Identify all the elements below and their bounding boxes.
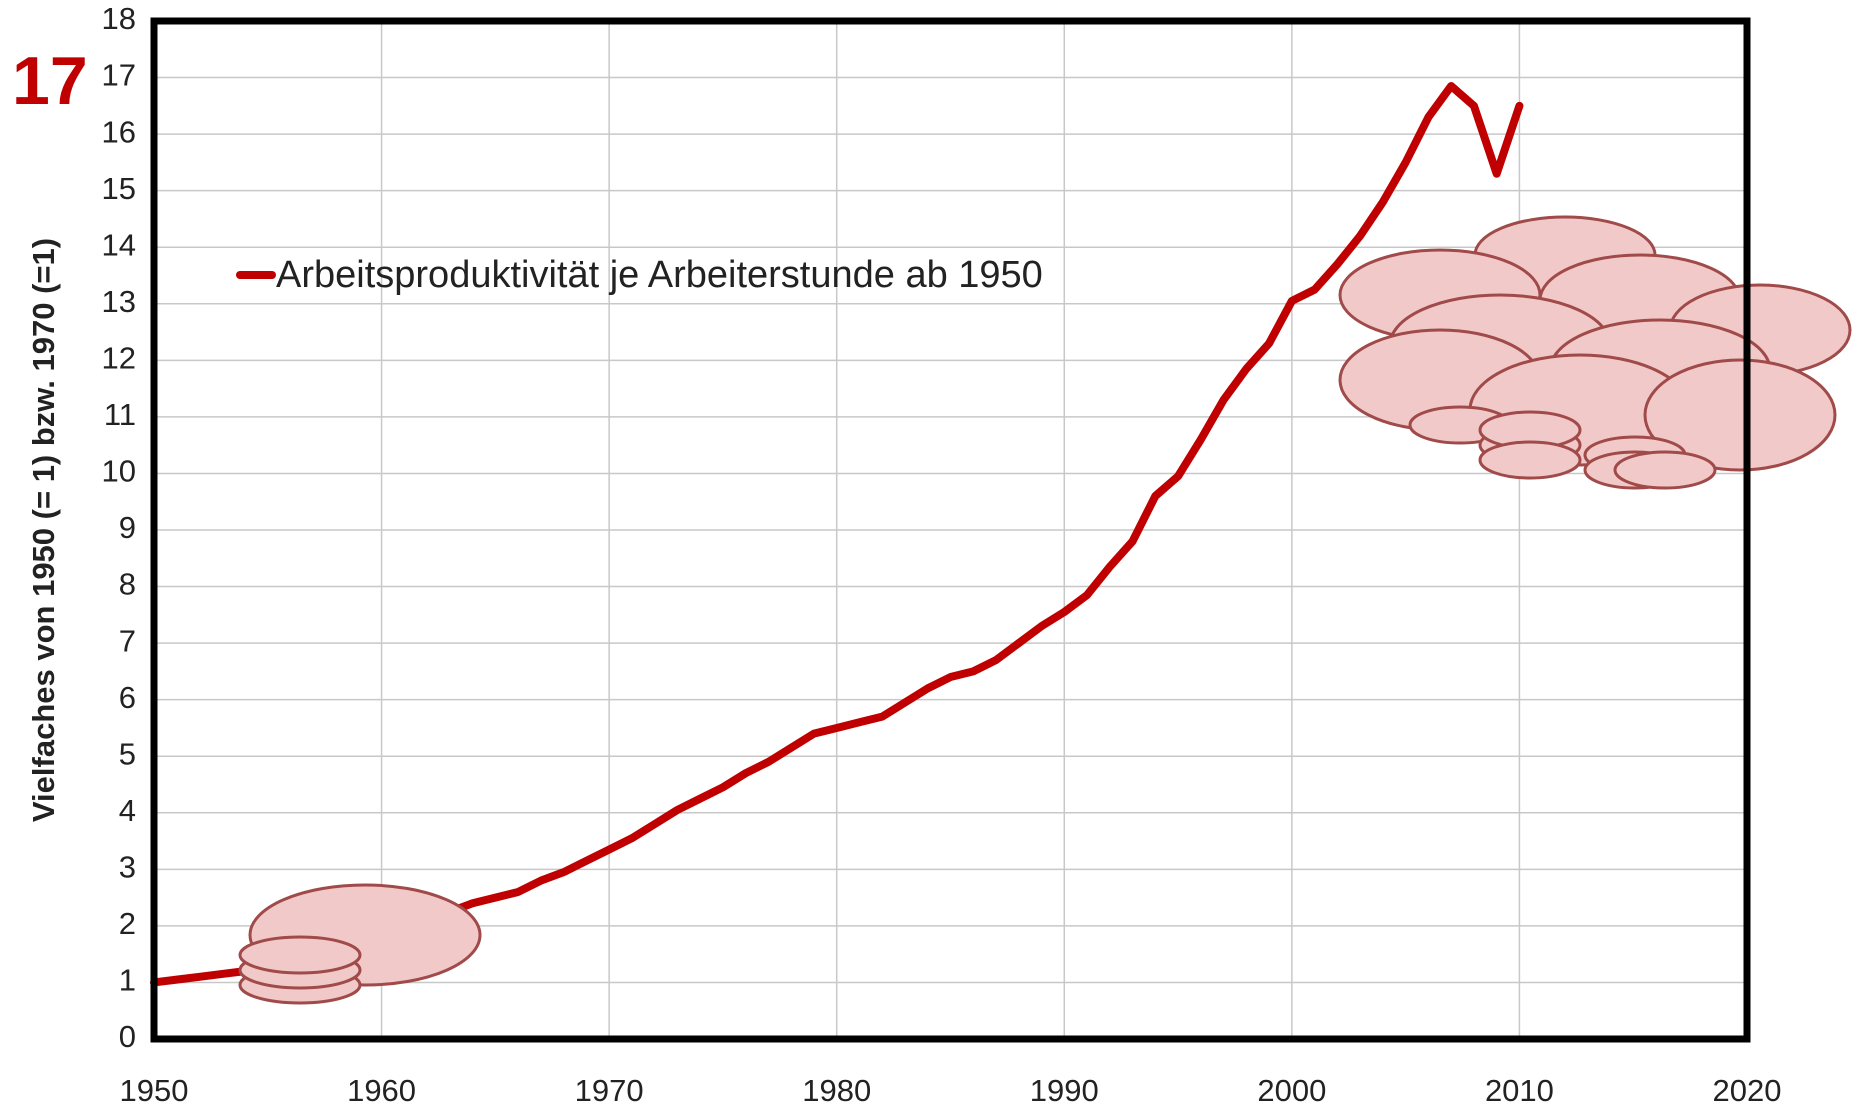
y-tick-label: 7: [119, 623, 136, 658]
y-tick-label: 16: [102, 114, 136, 149]
y-tick-label: 1: [119, 963, 136, 998]
y-tick-label: 10: [102, 454, 136, 489]
x-tick-label: 1980: [802, 1073, 871, 1108]
legend-label: Arbeitsproduktivität je Arbeiterstunde a…: [276, 254, 1043, 296]
y-tick-label: 14: [102, 227, 136, 262]
x-tick-label: 1990: [1030, 1073, 1099, 1108]
x-tick-label: 1950: [120, 1073, 189, 1108]
y-tick-label: 4: [119, 793, 136, 828]
x-tick-label: 2020: [1713, 1073, 1782, 1108]
x-tick-label: 1970: [575, 1073, 644, 1108]
legend: Arbeitsproduktivität je Arbeiterstunde a…: [236, 246, 1056, 304]
y-tick-label: 0: [119, 1019, 136, 1054]
y-tick-label: 9: [119, 510, 136, 545]
y-tick-label: 5: [119, 736, 136, 771]
y-axis-label: Vielfaches von 1950 (= 1) bzw. 1970 (=1): [26, 238, 61, 822]
x-tick-label: 2010: [1485, 1073, 1554, 1108]
y-tick-label: 17: [102, 58, 136, 93]
y-tick-label: 12: [102, 341, 136, 376]
sausage-small: [238, 883, 482, 1005]
x-tick-label: 2000: [1257, 1073, 1326, 1108]
y-tick-label: 18: [102, 1, 136, 36]
legend-swatch: [236, 271, 276, 279]
x-tick-label: 1960: [347, 1073, 416, 1108]
y-tick-label: 8: [119, 567, 136, 602]
y-tick-label: 15: [102, 171, 136, 206]
y-tick-label: 6: [119, 680, 136, 715]
y-tick-label: 2: [119, 906, 136, 941]
sausage-large: [1338, 215, 1852, 490]
y-tick-label: 11: [104, 397, 136, 432]
y-tick-label: 13: [102, 284, 136, 319]
y-tick-label: 3: [119, 850, 136, 885]
annotation: 17: [12, 43, 88, 119]
plot-frame: [150, 17, 1751, 1043]
